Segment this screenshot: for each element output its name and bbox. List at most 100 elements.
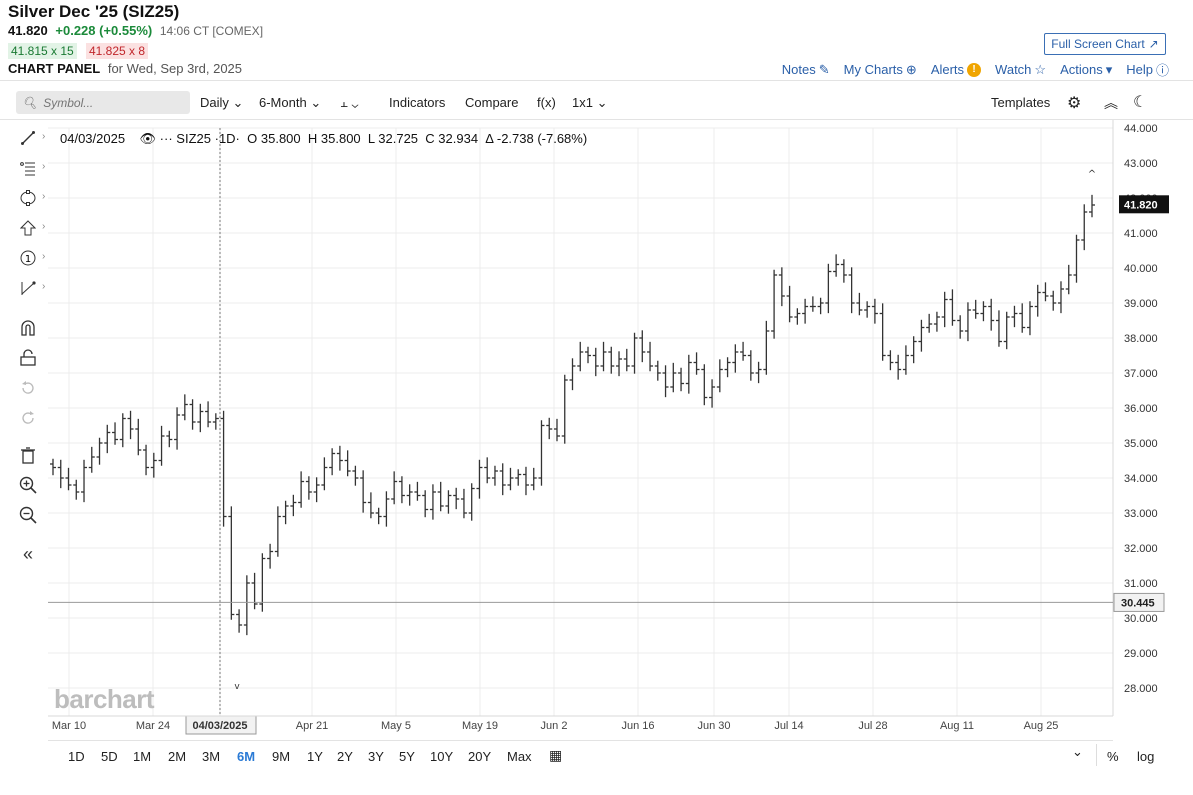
- ohlc-bar[interactable]: [701, 364, 708, 406]
- fib-lines-tool-icon[interactable]: ›: [16, 157, 45, 179]
- ohlc-bar[interactable]: [608, 346, 615, 374]
- range-5y[interactable]: 5Y: [399, 749, 415, 764]
- magnet-icon[interactable]: [16, 317, 40, 339]
- ohlc-bar[interactable]: [685, 354, 692, 394]
- ohlc-bar[interactable]: [964, 302, 971, 342]
- symbol-search[interactable]: 🔍︎: [16, 91, 190, 114]
- interval-select[interactable]: Daily ⌄: [200, 95, 243, 111]
- ohlc-bar[interactable]: [344, 450, 351, 477]
- templates-button[interactable]: Templates: [991, 95, 1051, 110]
- ohlc-bar[interactable]: [530, 467, 537, 491]
- ohlc-bar[interactable]: [1081, 204, 1088, 251]
- ohlc-bar[interactable]: [398, 476, 405, 504]
- ohlc-bar[interactable]: [941, 291, 948, 328]
- ohlc-bar[interactable]: [809, 296, 816, 312]
- ohlc-bar[interactable]: [298, 471, 305, 508]
- ohlc-bar[interactable]: [988, 298, 995, 331]
- ohlc-bar[interactable]: [81, 459, 88, 503]
- range-1d[interactable]: 1D: [68, 749, 85, 764]
- undo-icon[interactable]: [16, 377, 40, 399]
- range-20y[interactable]: 20Y: [468, 749, 492, 764]
- ohlc-bar[interactable]: [174, 407, 181, 450]
- ohlc-bar[interactable]: [352, 465, 359, 486]
- ohlc-bar[interactable]: [391, 471, 398, 505]
- ohlc-bar[interactable]: [616, 351, 623, 377]
- ohlc-bar[interactable]: [1065, 264, 1072, 295]
- range-2y[interactable]: 2Y: [337, 749, 353, 764]
- fx-button[interactable]: f(x): [537, 95, 556, 110]
- ohlc-bar[interactable]: [654, 360, 661, 381]
- ohlc-bar[interactable]: [367, 492, 374, 519]
- ohlc-bar[interactable]: [251, 572, 258, 610]
- ohlc-bar[interactable]: [305, 476, 312, 500]
- range-1m[interactable]: 1M: [133, 749, 152, 764]
- symbol-input[interactable]: [43, 95, 184, 110]
- zoom-out-icon[interactable]: [16, 504, 40, 526]
- ohlc-bar[interactable]: [383, 491, 390, 527]
- ohlc-bar[interactable]: [290, 494, 297, 517]
- range-1y[interactable]: 1Y: [307, 749, 323, 764]
- ohlc-bar[interactable]: [724, 357, 731, 378]
- ohlc-bar[interactable]: [158, 425, 165, 466]
- price-chart[interactable]: 44.00043.00042.00041.00040.00039.00038.0…: [0, 120, 1193, 740]
- collapse-up-icon[interactable]: ︽: [1104, 95, 1118, 111]
- ohlc-bar[interactable]: [522, 466, 529, 496]
- range-3y[interactable]: 3Y: [368, 749, 384, 764]
- ohlc-bar[interactable]: [747, 350, 754, 381]
- ohlc-bar[interactable]: [631, 332, 638, 374]
- ohlc-bar[interactable]: [693, 352, 700, 375]
- ohlc-bar[interactable]: [406, 484, 413, 506]
- ohlc-bar[interactable]: [460, 488, 467, 519]
- ohlc-bar[interactable]: [778, 267, 785, 307]
- ohlc-bar[interactable]: [600, 341, 607, 372]
- ohlc-bar[interactable]: [321, 457, 328, 491]
- ohlc-bar[interactable]: [228, 506, 235, 620]
- ohlc-bar[interactable]: [150, 452, 157, 478]
- ohlc-bar[interactable]: [585, 346, 592, 364]
- log-toggle[interactable]: log: [1137, 749, 1155, 764]
- ohlc-bar[interactable]: [437, 481, 444, 512]
- ohlc-bar[interactable]: [429, 484, 436, 520]
- ohlc-bar[interactable]: [926, 313, 933, 333]
- ohlc-bar[interactable]: [1019, 303, 1026, 333]
- arrow-up-tool-icon[interactable]: ›: [16, 217, 45, 239]
- lock-icon[interactable]: [16, 347, 40, 369]
- ohlc-bar[interactable]: [205, 401, 212, 428]
- ohlc-bar[interactable]: [313, 477, 320, 503]
- expand-ranges-chevron-icon[interactable]: ⌄: [1072, 744, 1083, 759]
- ohlc-bar[interactable]: [647, 341, 654, 372]
- ohlc-bar[interactable]: [1089, 194, 1095, 218]
- ohlc-bar[interactable]: [732, 344, 739, 373]
- ohlc-bar[interactable]: [220, 410, 227, 527]
- ohlc-bar[interactable]: [422, 490, 429, 518]
- layout-select[interactable]: 1x1 ⌄: [572, 95, 608, 111]
- ohlc-bar[interactable]: [623, 348, 630, 372]
- ohlc-bar[interactable]: [817, 297, 824, 315]
- ohlc-bar[interactable]: [282, 500, 289, 525]
- ohlc-bar[interactable]: [259, 553, 266, 612]
- ohlc-bar[interactable]: [127, 410, 134, 440]
- ohlc-bar[interactable]: [763, 320, 770, 375]
- ohlc-bar[interactable]: [274, 506, 281, 557]
- ohlc-bar[interactable]: [709, 379, 716, 408]
- compare-button[interactable]: Compare: [465, 95, 519, 110]
- ohlc-bar[interactable]: [902, 345, 909, 375]
- ohlc-bar[interactable]: [871, 298, 878, 324]
- ohlc-bar[interactable]: [840, 259, 847, 283]
- dark-mode-moon-icon[interactable]: ☾: [1133, 94, 1148, 111]
- ohlc-bar[interactable]: [1050, 290, 1057, 311]
- ohlc-bar[interactable]: [1011, 305, 1018, 328]
- ohlc-bar[interactable]: [181, 394, 188, 421]
- redo-icon[interactable]: [16, 407, 40, 429]
- ohlc-bar[interactable]: [972, 299, 979, 319]
- ohlc-bar[interactable]: [453, 487, 460, 510]
- ohlc-bar[interactable]: [236, 609, 243, 633]
- range-2m[interactable]: 2M: [168, 749, 187, 764]
- range-6m[interactable]: 6M: [237, 749, 256, 764]
- ohlc-bar[interactable]: [50, 458, 56, 476]
- annotation-number-icon[interactable]: 1 ›: [16, 247, 45, 269]
- ohlc-bar[interactable]: [592, 347, 599, 377]
- ohlc-bar[interactable]: [484, 457, 491, 484]
- ohlc-bar[interactable]: [848, 267, 855, 314]
- ohlc-bar[interactable]: [949, 289, 956, 326]
